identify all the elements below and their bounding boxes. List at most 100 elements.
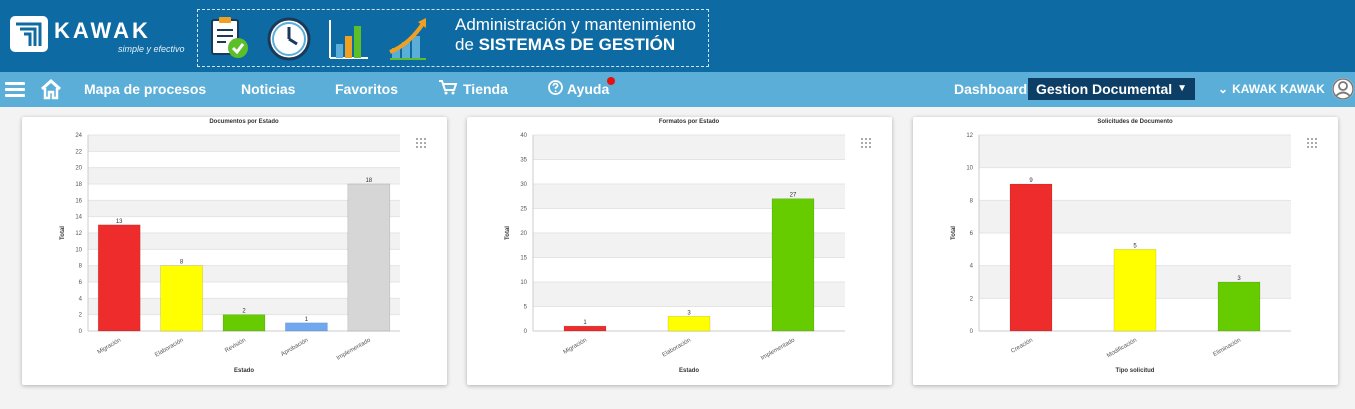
y-tick-label: 0 [79,329,83,335]
grid-band [533,159,845,184]
y-tick-label: 4 [79,296,83,302]
bar-value-label: 27 [790,193,797,199]
y-tick-label: 12 [75,231,82,237]
x-axis-label: Estado [679,368,699,374]
banner-title-line2: de SISTEMAS DE GESTIÓN [455,35,675,55]
header-banner [197,9,709,67]
y-tick-label: 35 [520,158,527,164]
x-tick-label: Migración [97,338,123,356]
bar [1009,183,1053,332]
bar [667,316,711,332]
chart-menu-icon[interactable] [860,137,872,149]
y-tick-label: 25 [520,207,527,213]
y-tick-label: 10 [520,280,527,286]
grid-band [88,233,400,250]
notification-badge [607,77,615,85]
bar-value-label: 3 [1237,276,1241,282]
nav-mapa-de-procesos[interactable]: Mapa de procesos [84,81,207,97]
banner-title-prefix: de [455,35,479,54]
bar-value-label: 8 [180,260,184,266]
x-axis-label: Tipo solicitud [1116,368,1155,374]
y-tick-label: 16 [75,198,82,204]
clipboard-check-icon [206,14,252,62]
y-tick-label: 14 [75,215,82,221]
bar-value-label: 13 [116,219,123,225]
y-tick-label: 10 [966,166,973,172]
bar-value-label: 5 [1133,243,1137,249]
y-tick-label: 10 [75,247,82,253]
nav-noticias[interactable]: Noticias [241,81,296,97]
x-tick-label: Creación [1010,338,1034,355]
chart-formatos-por-estado: 0 5 10 15 20 25 30 35 40 Formatos por Estado Total… [505,119,845,374]
x-tick-label: Eliminación [1212,338,1242,359]
chart-solicitudes-de-documento: 0 2 4 6 8 10 12 Solicitudes de Documento Total Ti… [951,119,1291,374]
growth-arrow-icon [386,14,432,62]
y-tick-label: 40 [520,133,527,139]
chart-menu-icon[interactable] [415,137,427,149]
y-tick-label: 12 [966,133,973,139]
x-tick-label: Implementado [760,337,797,362]
bar-value-label: 9 [1029,178,1033,184]
banner-title-bold: SISTEMAS DE GESTIÓN [478,35,676,54]
y-tick-label: 0 [970,329,974,335]
nav-tienda[interactable]: Tienda [438,72,508,107]
bar [160,265,203,332]
y-axis-label: Total [951,226,957,240]
grid-band [88,167,400,184]
grid-band [88,151,400,168]
home-icon[interactable] [40,78,62,100]
kawak-logo[interactable]: KAWAK simple y efectivo [10,14,190,58]
nav-ayuda[interactable]: Ayuda [548,72,609,107]
y-tick-label: 24 [75,133,82,139]
y-tick-label: 2 [970,296,974,302]
bar [1113,249,1157,332]
bar [563,325,607,332]
user-avatar-icon[interactable] [1332,78,1354,100]
chart-card-documentos: 0 2 4 6 8 10 12 14 16 18 20 22 24 Documentos por Esta… [22,117,447,385]
x-tick-label: Implementado [336,337,373,362]
x-tick-label: Aprobación [280,338,309,358]
y-tick-label: 20 [520,231,527,237]
y-tick-label: 6 [970,231,974,237]
chevron-down-icon: ⌄ [1218,82,1229,96]
grid-band [533,135,845,160]
y-tick-label: 6 [79,280,83,286]
dashboard-label: Dashboard [954,81,1028,97]
chart-title: Documentos por Estado [209,119,279,125]
hamburger-menu-icon[interactable] [5,82,25,97]
grid-band [88,200,400,217]
dashboard-select-value: Gestion Documental [1036,81,1173,97]
y-tick-label: 20 [75,166,82,172]
nav-favoritos[interactable]: Favoritos [335,81,399,97]
bar [1217,281,1261,332]
chart-menu-icon[interactable] [1306,137,1318,149]
user-menu[interactable]: ⌄ KAWAK KAWAK [1218,72,1325,107]
chart-card-formatos: 0 5 10 15 20 25 30 35 40 Formatos por Estado Total… [467,117,892,385]
y-tick-label: 5 [524,305,528,311]
grid-band [88,249,400,266]
bar [285,322,328,332]
chart-card-solicitudes: 0 2 4 6 8 10 12 Solicitudes de Documento Total Ti… [913,117,1338,385]
clock-icon [266,14,312,62]
grid-band [88,184,400,201]
x-tick-label: Migración [562,338,588,356]
y-tick-label: 30 [520,182,527,188]
x-axis-label: Estado [234,368,254,374]
x-tick-label: Elaboración [662,338,692,359]
dashboard-select[interactable]: Gestion Documental ▼ [1028,78,1195,100]
grid-band [88,135,400,152]
bar-value-label: 1 [583,320,587,326]
grid-band [88,216,400,233]
logo-tagline: simple y efectivo [118,44,185,54]
x-tick-label: Elaboración [154,338,184,359]
y-axis-label: Total [60,226,66,240]
dropdown-arrow-icon: ▼ [1177,83,1187,94]
y-tick-label: 8 [970,198,974,204]
y-tick-label: 8 [79,264,83,270]
x-tick-label: Modificación [1106,338,1138,360]
chart-title: Solicitudes de Documento [1097,119,1173,125]
nav-tienda-label: Tienda [463,81,508,97]
grid-band [979,135,1291,168]
logo-word: KAWAK [54,18,151,43]
